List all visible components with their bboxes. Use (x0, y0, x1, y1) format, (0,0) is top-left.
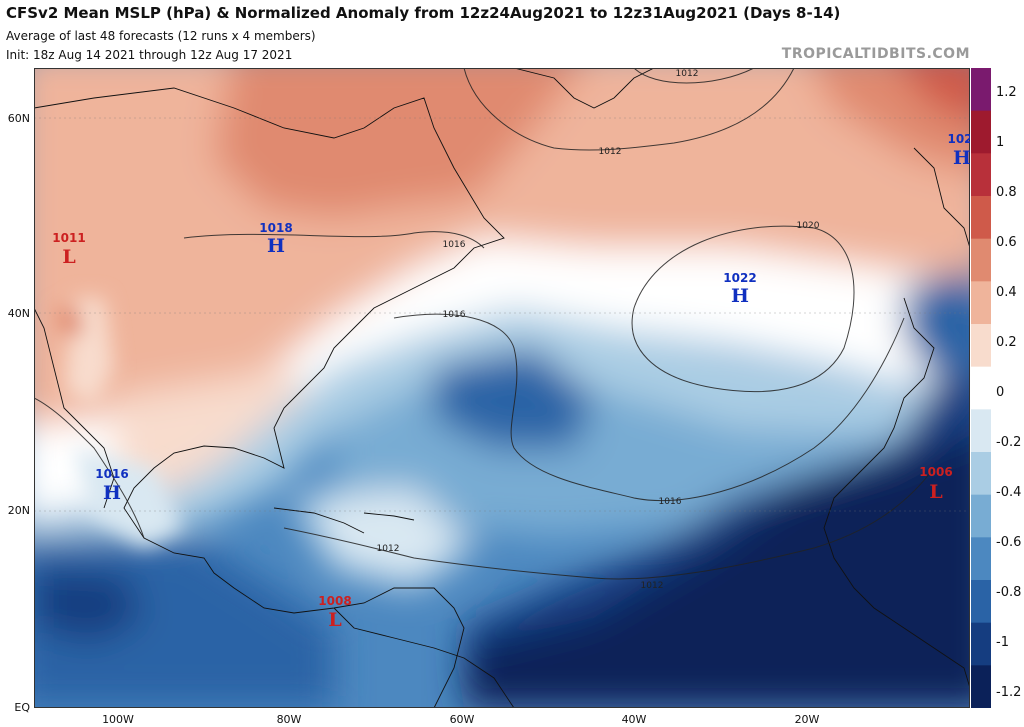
lon-tick-100w: 100W (102, 713, 134, 726)
negative-pacific-core (34, 568, 144, 643)
isobar-1012-ne (633, 68, 755, 84)
pressure-center-value: 102 (947, 132, 970, 146)
colorbar-segment (971, 366, 991, 410)
lat-tick-eq: EQ (14, 701, 30, 714)
neutral-band (34, 238, 970, 516)
init-time-subtitle: Init: 18z Aug 14 2021 through 12z Aug 17… (6, 48, 293, 62)
positive-anomaly-ne-core (900, 68, 970, 120)
isobar-label: 1016 (659, 497, 682, 507)
coastline-greenland (513, 68, 655, 109)
colorbar-segment (971, 196, 991, 240)
colorbar-segment (971, 324, 991, 368)
lon-tick-40w: 40W (621, 713, 647, 726)
coastline-us-west (34, 307, 115, 509)
colorbar-tick-label: -0.6 (996, 535, 1022, 550)
lat-tick-40n: 40N (7, 307, 30, 320)
isobar-1012-caribbean (283, 467, 935, 580)
high-pressure-marker: H (267, 235, 285, 257)
source-credit: TROPICALTIDBITS.COM (781, 46, 970, 62)
colorbar-tick-label: 1.2 (996, 85, 1017, 100)
lat-tick-20n: 20N (7, 504, 30, 517)
coastline-cuba (273, 507, 365, 534)
low-pressure-marker: L (929, 481, 942, 503)
colorbar-segment (971, 580, 991, 624)
neutral-caribbean (294, 488, 474, 588)
isobar-1020 (631, 225, 855, 393)
isobar-label: 1012 (377, 544, 400, 554)
high-pressure-marker: H (953, 147, 970, 169)
negative-iberia (904, 269, 970, 378)
colorbar-segment (971, 409, 991, 453)
positive-southwest-core (56, 308, 84, 338)
colorbar-tick-label: -0.2 (996, 435, 1022, 450)
negative-core-atlantic (434, 348, 594, 448)
colorbar-segment (971, 68, 991, 112)
pressure-center-value: 1008 (318, 594, 351, 608)
colorbar-segment (971, 622, 991, 666)
pressure-center-value: 1011 (52, 231, 85, 245)
colorbar-segment (971, 110, 991, 154)
pressure-center-value: 1006 (919, 465, 952, 479)
coastline-hispaniola (363, 512, 415, 521)
colorbar-tick-label: 0.4 (996, 285, 1017, 300)
isobar-1016-west (34, 397, 145, 539)
colorbar-segment (971, 281, 991, 325)
colorbar-segment (971, 494, 991, 538)
colorbar-tick-label: -1 (996, 635, 1009, 650)
coastline-africa (823, 297, 970, 689)
anomaly-colorbar (971, 68, 991, 708)
anomaly-map: 1012 1012 1016 1020 1016 1016 1012 1012 … (34, 68, 970, 708)
colorbar-segment (971, 452, 991, 496)
lon-tick-80w: 80W (276, 713, 302, 726)
deep-negative-africa (464, 436, 970, 708)
colorbar-tick-label: -0.8 (996, 585, 1022, 600)
lon-tick-20w: 20W (794, 713, 820, 726)
colorbar-tick-label: 0.6 (996, 235, 1017, 250)
map-title: CFSv2 Mean MSLP (hPa) & Normalized Anoma… (6, 4, 841, 22)
isobar-label: 1016 (443, 310, 466, 320)
positive-anomaly-core (214, 68, 579, 218)
low-pressure-marker: L (62, 246, 75, 268)
isobar-label: 1012 (676, 69, 699, 79)
low-pressure-marker: L (328, 609, 341, 631)
map-frame (34, 68, 970, 708)
isobar-1016-north (183, 231, 485, 249)
colorbar-tick-label: 0.2 (996, 335, 1017, 350)
pressure-center-value: 1022 (723, 271, 756, 285)
isobar-1016-atlantic (393, 313, 905, 501)
forecast-average-subtitle: Average of last 48 forecasts (12 runs x … (6, 29, 316, 43)
high-pressure-marker: H (103, 482, 121, 504)
isobar-label: 1012 (599, 147, 622, 157)
lat-tick-60n: 60N (7, 112, 30, 125)
isobar-label: 1016 (443, 240, 466, 250)
isobar-1012-north (463, 68, 795, 151)
colorbar-tick-label: 0 (996, 385, 1005, 400)
high-pressure-marker: H (731, 285, 749, 307)
colorbar-tick-label: 1 (996, 135, 1005, 150)
colorbar-segment (971, 153, 991, 197)
pressure-center-value: 1018 (259, 221, 292, 235)
coastline-europe (913, 147, 970, 249)
coastline-north-america (34, 87, 505, 708)
colorbar-tick-label: -1.2 (996, 685, 1022, 700)
pressure-center-value: 1016 (95, 467, 128, 481)
colorbar-segment (971, 238, 991, 282)
isobar-label: 1012 (641, 581, 664, 591)
weak-negative (34, 308, 970, 537)
colorbar-tick-label: -0.4 (996, 485, 1022, 500)
isobar-label: 1020 (797, 221, 820, 231)
lon-tick-60w: 60W (449, 713, 475, 726)
colorbar-segment (971, 537, 991, 581)
colorbar-segment (971, 665, 991, 708)
coastline-south-america (333, 607, 515, 708)
colorbar-tick-label: 0.8 (996, 185, 1017, 200)
